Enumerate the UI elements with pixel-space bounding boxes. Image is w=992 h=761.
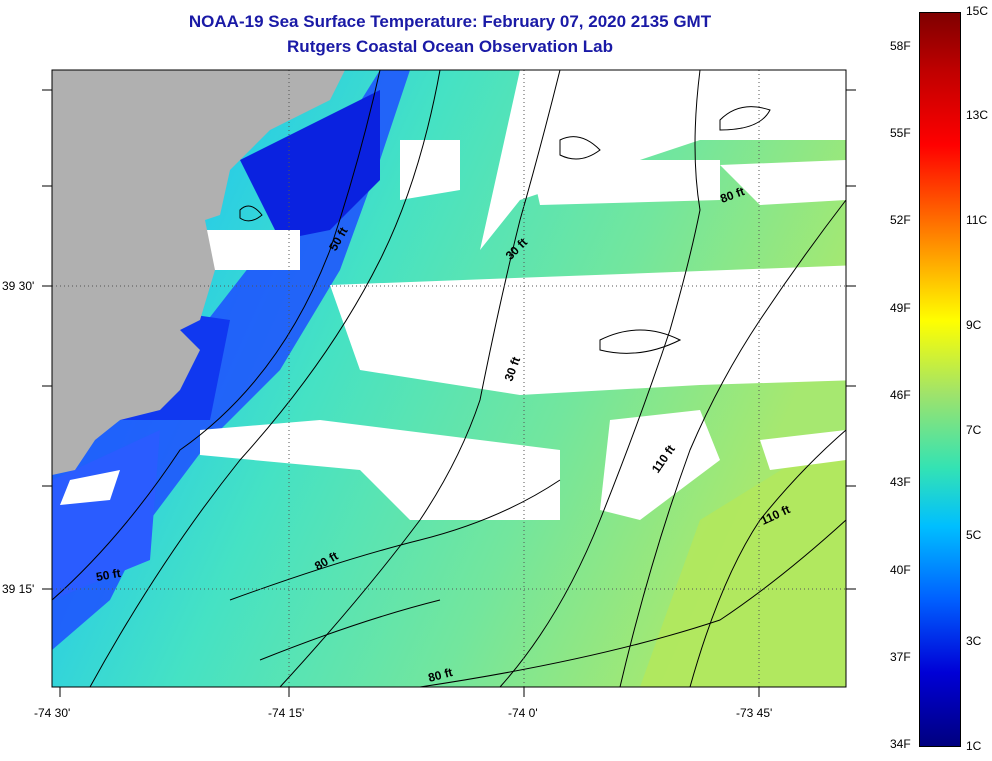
graticule	[52, 70, 846, 687]
colorbar-f-label: 58F	[890, 39, 911, 53]
cold-water-patch-coast	[52, 430, 160, 600]
colorbar-f-label: 49F	[890, 301, 911, 315]
map-title: NOAA-19 Sea Surface Temperature: Februar…	[188, 12, 712, 31]
colorbar-f-label: 37F	[890, 650, 911, 664]
x-tick-label: -74 0'	[508, 706, 538, 720]
cloud-mask	[60, 70, 860, 520]
colorbar-c-label: 15C	[966, 4, 989, 18]
map-frame	[51, 69, 847, 688]
colorbar-f-label: 34F	[890, 737, 911, 751]
colorbar-f-label: 55F	[890, 126, 911, 140]
colorbar-f-label: 43F	[890, 475, 911, 489]
axis-ticks	[42, 89, 856, 697]
x-tick-label: -73 45'	[736, 706, 773, 720]
colorbar-f-label: 40F	[890, 563, 911, 577]
colorbar-c-label: 3C	[966, 634, 982, 648]
y-tick-label: 39 15'	[2, 582, 35, 596]
colorbar-c-label: 13C	[966, 108, 989, 122]
temperature-colorbar	[919, 12, 961, 747]
colorbar-c-label: 1C	[966, 739, 982, 753]
colorbar-c-label: 11C	[966, 213, 988, 227]
colorbar-c-label: 7C	[966, 423, 982, 437]
colorbar-f-label: 46F	[890, 388, 911, 402]
colorbar-c-label: 9C	[966, 318, 982, 332]
colorbar-c-label: 5C	[966, 528, 982, 542]
map-subtitle: Rutgers Coastal Ocean Observation Lab	[287, 37, 613, 56]
warm-water-offshore	[640, 430, 846, 687]
y-tick-label: 39 30'	[2, 279, 35, 293]
bathymetry-contours	[51, 69, 847, 688]
colorbar-f-label: 52F	[890, 213, 911, 227]
x-tick-label: -74 15'	[268, 706, 305, 720]
x-tick-label: -74 30'	[34, 706, 71, 720]
land-new-jersey	[52, 70, 345, 475]
